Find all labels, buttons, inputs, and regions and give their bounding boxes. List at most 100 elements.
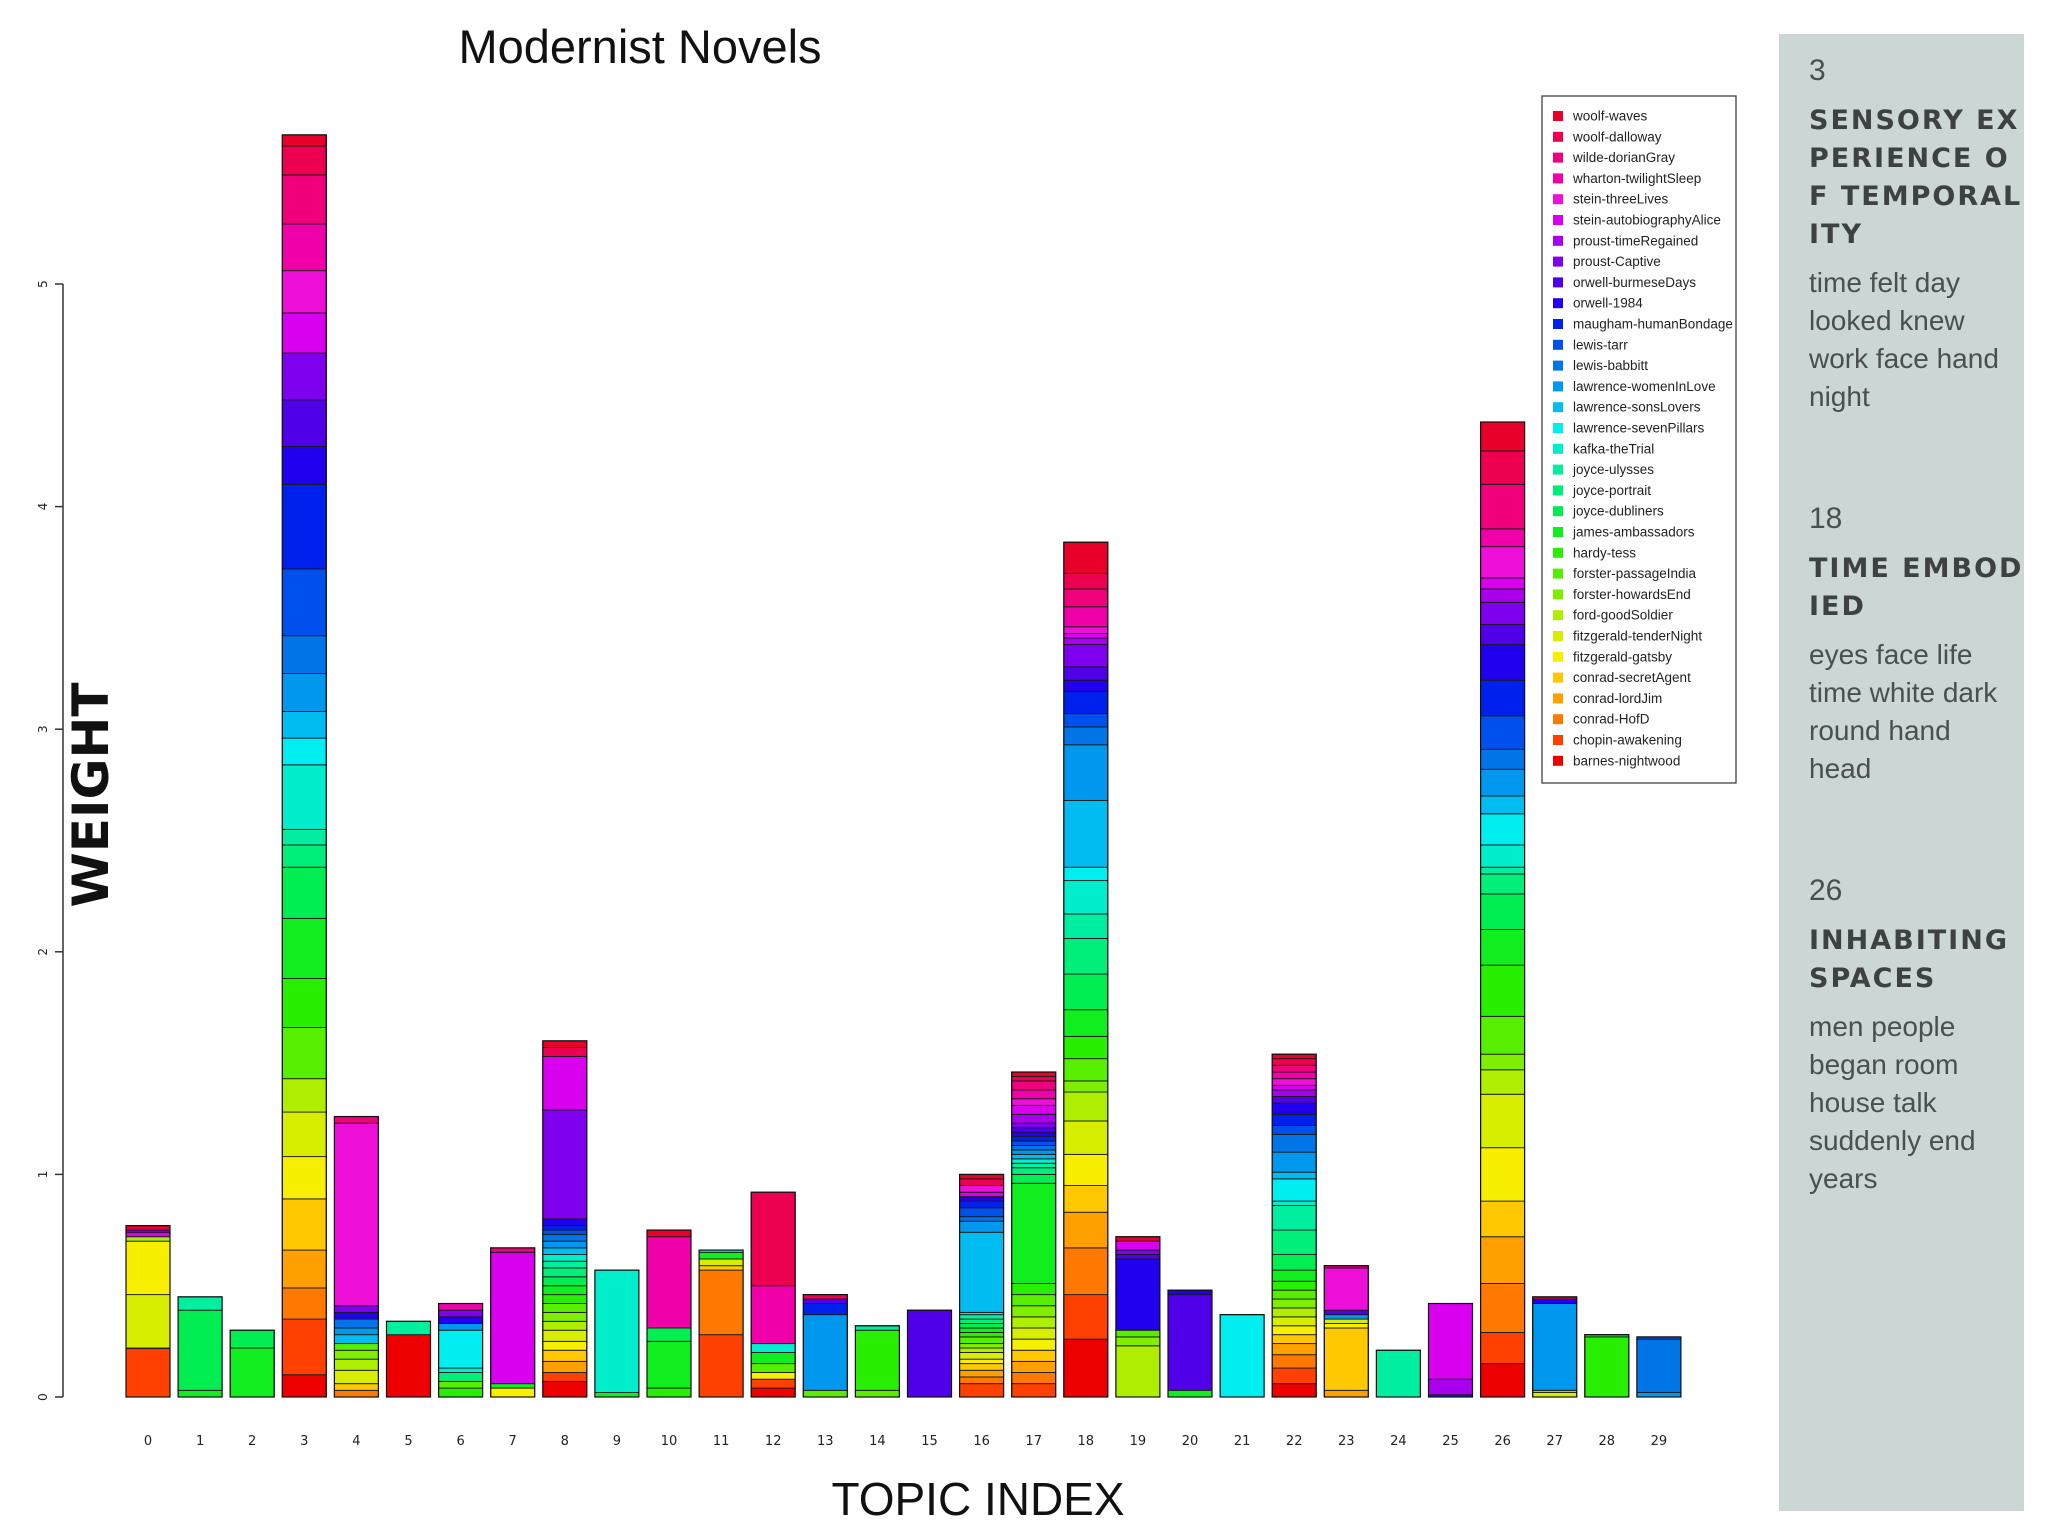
bar-outline — [385, 1320, 432, 1398]
bar-segment-ford-goodSoldier — [1011, 1316, 1057, 1329]
bar-segment-stein-autobiographyAlice — [959, 1191, 1005, 1198]
bar-topic-1 — [177, 1296, 223, 1398]
bar-topic-9 — [594, 1269, 640, 1398]
bar-segment-woolf-waves — [125, 1225, 171, 1231]
legend-label: woolf-dalloway — [1572, 129, 1662, 144]
legend-entry: conrad-HofD — [1553, 712, 1650, 727]
bar-segment-lewis-babbitt — [1011, 1145, 1057, 1151]
bar-segment-joyce-dubliners — [177, 1309, 223, 1391]
bar-segment-lawrence-womenInLove — [438, 1323, 484, 1331]
legend-entry: orwell-burmeseDays — [1553, 275, 1696, 290]
bar-segment-hardy-tess — [542, 1294, 588, 1304]
bar-segment-james-ambassadors — [490, 1383, 536, 1389]
legend-swatch — [1553, 631, 1563, 641]
legend-swatch — [1553, 173, 1563, 184]
bar-segment-lawrence-sevenPillars — [1480, 813, 1526, 846]
bar-segment-forster-passageIndia — [1011, 1294, 1057, 1307]
bar-segment-joyce-dubliners — [1063, 973, 1109, 1011]
bar-segment-stein-threeLives — [959, 1185, 1005, 1193]
legend-label: ford-goodSoldier — [1573, 608, 1673, 623]
bar-segment-orwell-1984 — [1480, 644, 1526, 681]
bar-topic-12 — [750, 1191, 796, 1398]
y-tick-label: 2 — [36, 948, 50, 956]
bar-segment-james-ambassadors — [750, 1352, 796, 1365]
bar-segment-wharton-twilightSleep — [1011, 1089, 1057, 1100]
bar-series — [125, 134, 1682, 1398]
bar-segment-stein-threeLives — [281, 270, 327, 314]
bar-segment-fitzgerald-tenderNight — [1532, 1392, 1578, 1398]
legend-swatch — [1553, 714, 1563, 725]
bar-outline — [1323, 1265, 1369, 1398]
bar-segment-woolf-dalloway — [1480, 450, 1526, 485]
bar-segment-conrad-lordJim — [1271, 1343, 1317, 1356]
bar-segment-forster-passageIndia — [333, 1343, 379, 1351]
legend-entry: james-ambassadors — [1553, 525, 1695, 540]
bar-segment-fitzgerald-gatsby — [1323, 1323, 1369, 1329]
bar-outline — [594, 1269, 640, 1398]
bar-segment-joyce-dubliners — [229, 1329, 275, 1349]
legend-label: wilde-dorianGray — [1572, 150, 1675, 165]
bar-segment-maugham-humanBondage — [281, 483, 327, 570]
legend-label: kafka-theTrial — [1573, 441, 1654, 456]
bar-segment-proust-Captive — [1115, 1249, 1161, 1255]
x-tick-label: 17 — [1025, 1434, 1042, 1449]
bar-segment-joyce-portrait — [281, 844, 327, 868]
legend-box — [1541, 95, 1737, 784]
legend-swatch — [1553, 568, 1563, 579]
legend-label: fitzgerald-gatsby — [1573, 649, 1672, 664]
bar-segment-woolf-dalloway — [281, 145, 327, 176]
legend-entry: maugham-humanBondage — [1553, 317, 1733, 332]
bar-segment-forster-howardsEnd — [542, 1311, 588, 1322]
bar-topic-2 — [229, 1329, 275, 1398]
bar-segment-joyce-dubliners — [281, 866, 327, 919]
legend-label: chopin-awakening — [1573, 733, 1682, 748]
bar-segment-joyce-ulysses — [386, 1320, 431, 1336]
x-tick-label: 12 — [765, 1434, 782, 1449]
bar-segment-stein-threeLives — [1480, 546, 1526, 579]
bar-segment-lawrence-womenInLove — [1323, 1314, 1369, 1320]
y-tick-label: 0 — [36, 1393, 50, 1401]
bar-topic-25 — [1427, 1302, 1474, 1398]
bar-segment-forster-passageIndia — [802, 1389, 848, 1398]
legend-entry: conrad-lordJim — [1553, 691, 1662, 706]
bar-segment-stein-threeLives — [1271, 1078, 1317, 1086]
bar-segment-proust-Captive — [1480, 601, 1526, 626]
bar-segment-barnes-nightwood — [1271, 1383, 1317, 1398]
bar-segment-conrad-lordJim — [281, 1249, 327, 1289]
bar-segment-lawrence-sonsLovers — [281, 710, 327, 739]
bar-segment-conrad-lordJim — [1480, 1236, 1526, 1284]
bar-segment-lawrence-womenInLove — [542, 1240, 588, 1249]
x-tick-label: 16 — [973, 1434, 990, 1449]
bar-segment-barnes-nightwood — [1063, 1338, 1109, 1398]
bar-topic-17 — [1011, 1071, 1057, 1398]
legend-entry: barnes-nightwood — [1553, 753, 1680, 768]
bar-segment-lawrence-sonsLovers — [1271, 1171, 1317, 1180]
bar-segment-fitzgerald-gatsby — [1271, 1325, 1317, 1336]
x-tick-label: 23 — [1338, 1434, 1355, 1449]
bar-segment-lewis-tarr — [1063, 713, 1109, 728]
bar-segment-lewis-babbitt — [1480, 748, 1526, 770]
bar-segment-ford-goodSoldier — [1115, 1345, 1161, 1398]
bar-segment-fitzgerald-gatsby — [1011, 1338, 1057, 1351]
legend-label: lewis-tarr — [1573, 337, 1628, 352]
bar-segment-stein-autobiographyAlice — [490, 1251, 536, 1385]
bar-segment-stein-autobiographyAlice — [1011, 1104, 1057, 1115]
bar-segment-woolf-waves — [1480, 421, 1526, 452]
legend-swatch — [1553, 298, 1563, 309]
bar-segment-lewis-tarr — [542, 1229, 588, 1235]
bar-segment-orwell-1984 — [438, 1316, 484, 1324]
bar-segment-conrad-HofD — [281, 1287, 327, 1320]
bar-segment-lawrence-sevenPillars — [281, 737, 327, 766]
bar-topic-20 — [1167, 1289, 1213, 1398]
legend-swatch — [1553, 693, 1563, 704]
bar-segment-lewis-tarr — [1271, 1124, 1317, 1135]
bar-segment-conrad-secretAgent — [1271, 1334, 1317, 1345]
legend-swatch — [1553, 423, 1563, 433]
bar-segment-forster-howardsEnd — [333, 1349, 379, 1360]
legend-entry: lawrence-womenInLove — [1553, 379, 1716, 394]
bar-segment-barnes-nightwood — [281, 1374, 327, 1398]
bar-topic-5 — [385, 1320, 432, 1398]
y-axis-ticks: 0 1 2 3 4 5 — [36, 280, 63, 1401]
bar-topic-14 — [854, 1325, 901, 1398]
bar-segment-hardy-tess — [1584, 1336, 1630, 1398]
